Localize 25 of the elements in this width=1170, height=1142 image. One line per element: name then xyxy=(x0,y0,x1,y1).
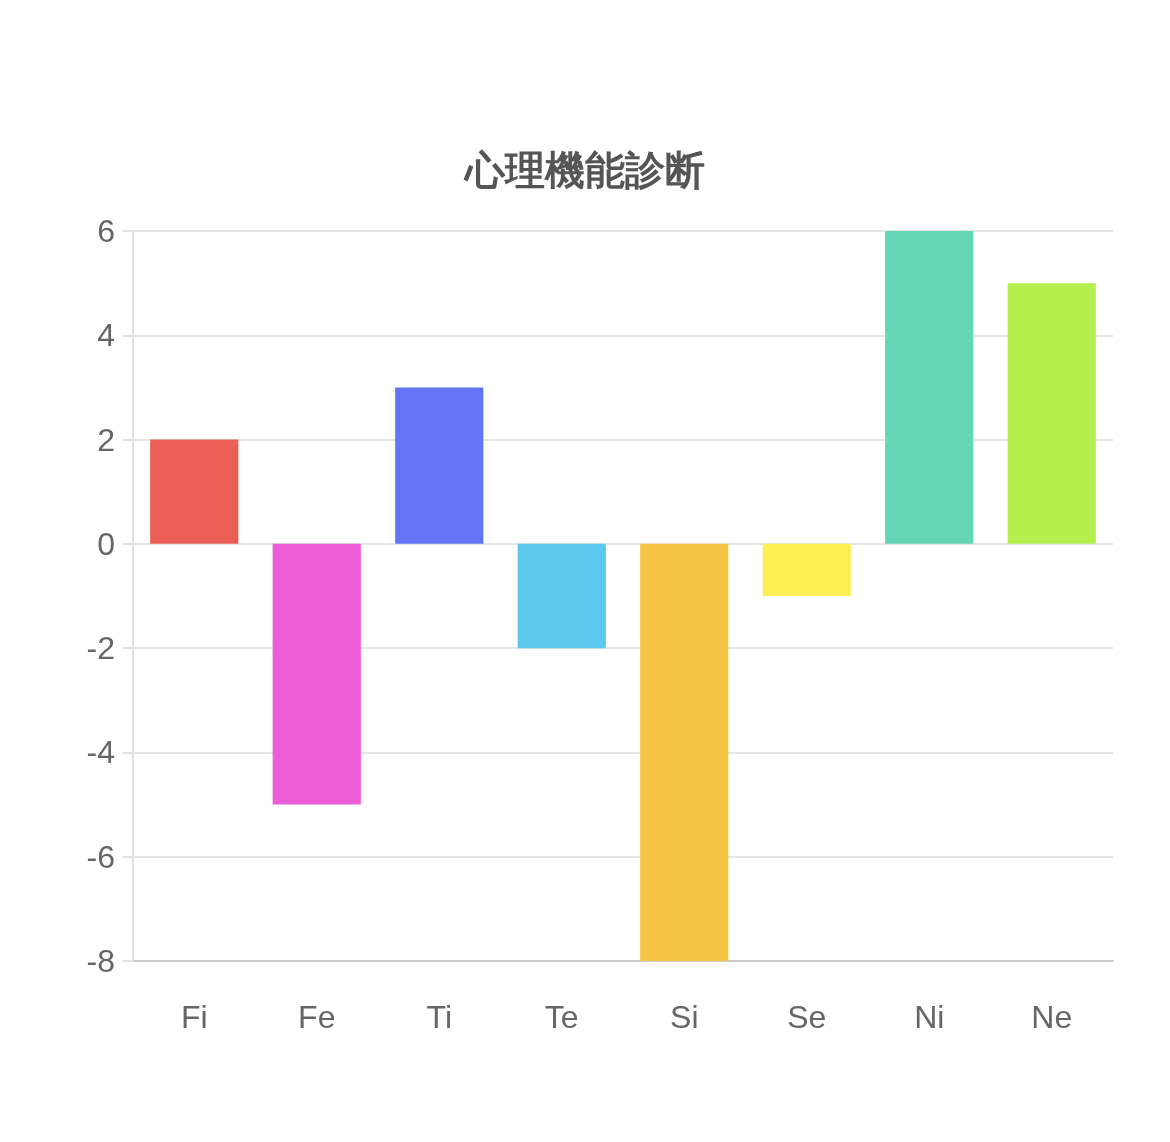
x-tick-label: Fi xyxy=(180,999,208,1035)
bar xyxy=(395,387,484,544)
bar xyxy=(517,543,606,649)
bar xyxy=(640,543,729,961)
bar xyxy=(885,231,974,544)
y-tick-label: 4 xyxy=(97,317,115,354)
x-tick-label: Ti xyxy=(426,999,452,1035)
y-tick-label: -6 xyxy=(86,838,115,875)
y-tick-label: 6 xyxy=(97,213,115,249)
y-tick-label: -4 xyxy=(86,734,115,771)
bar xyxy=(150,439,239,544)
bar xyxy=(272,543,361,805)
x-tick-label: Fe xyxy=(298,999,336,1035)
bar xyxy=(1007,283,1096,544)
x-tick-label: Ne xyxy=(1031,999,1073,1035)
chart-title: 心理機能診断 xyxy=(463,147,705,193)
y-tick-label: -8 xyxy=(86,943,115,979)
x-tick-label: Si xyxy=(670,999,699,1035)
bar xyxy=(762,543,851,596)
x-tick-label: Se xyxy=(787,999,827,1035)
x-tick-label: Ni xyxy=(914,999,945,1035)
y-tick-label: -2 xyxy=(86,630,115,667)
y-tick-label: 0 xyxy=(97,525,115,562)
y-tick-label: 2 xyxy=(97,421,115,458)
x-tick-label: Te xyxy=(544,999,579,1035)
